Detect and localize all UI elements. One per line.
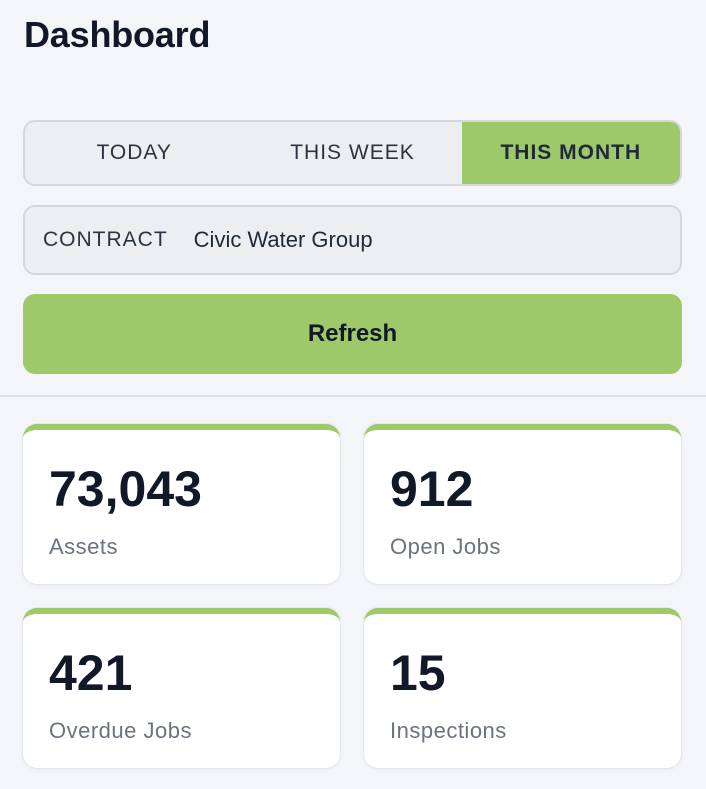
stat-value: 912 xyxy=(390,461,474,517)
refresh-button[interactable]: Refresh xyxy=(23,294,682,374)
filter-panel: Dashboard TODAY THIS WEEK THIS MONTH CON… xyxy=(0,14,706,397)
tab-this-month[interactable]: THIS MONTH xyxy=(461,122,680,184)
stat-value: 73,043 xyxy=(49,461,202,517)
tab-today[interactable]: TODAY xyxy=(96,141,172,164)
stat-label: Overdue Jobs xyxy=(49,718,192,743)
contract-label: CONTRACT xyxy=(43,228,168,251)
contract-value: Civic Water Group xyxy=(193,227,373,252)
page-title: Dashboard xyxy=(24,14,211,55)
stat-value: 15 xyxy=(390,645,446,701)
contract-selector[interactable]: CONTRACT Civic Water Group xyxy=(23,205,682,275)
stat-card-overdue-jobs[interactable]: 421 Overdue Jobs xyxy=(23,608,340,768)
stat-label: Open Jobs xyxy=(390,534,501,559)
stat-label: Inspections xyxy=(390,718,507,743)
period-segmented-control: TODAY THIS WEEK THIS MONTH xyxy=(23,120,682,186)
stat-card-assets[interactable]: 73,043 Assets xyxy=(23,424,340,584)
tab-this-week[interactable]: THIS WEEK xyxy=(290,141,415,164)
stat-label: Assets xyxy=(49,534,119,559)
stat-value: 421 xyxy=(49,645,133,701)
stat-card-inspections[interactable]: 15 Inspections xyxy=(364,608,681,768)
stat-card-open-jobs[interactable]: 912 Open Jobs xyxy=(364,424,681,584)
